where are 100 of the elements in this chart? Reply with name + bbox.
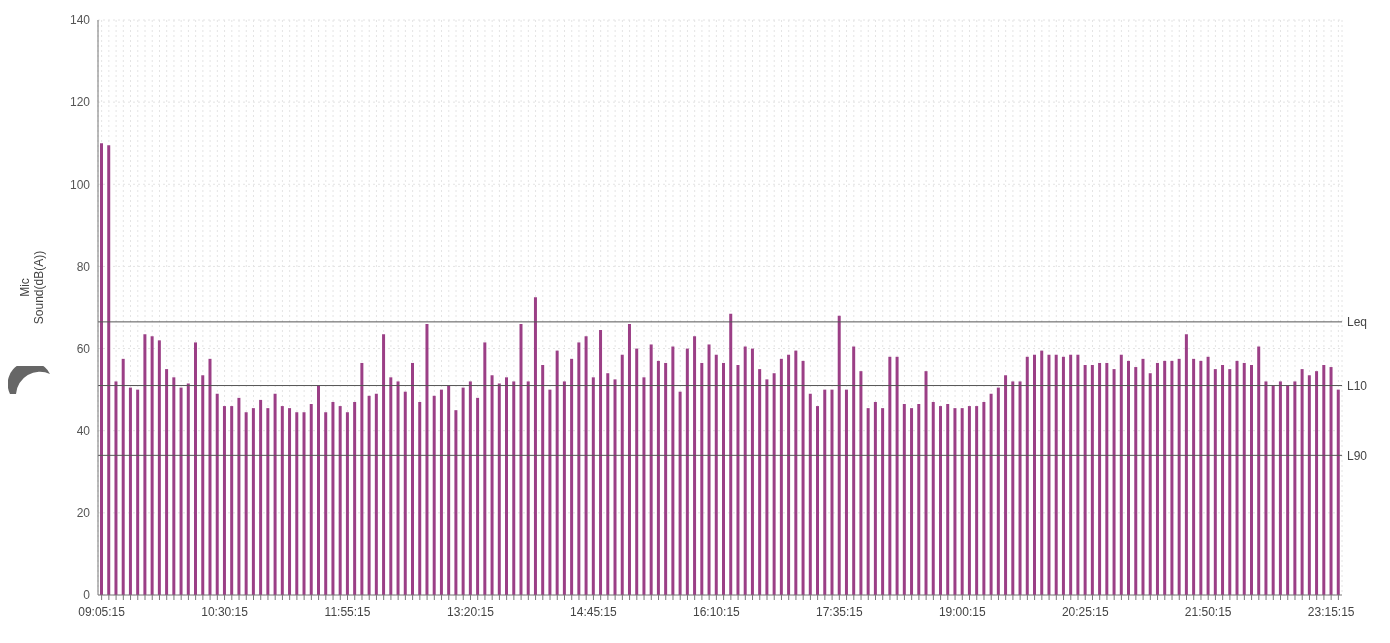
bar [1061, 356, 1065, 595]
bar [1199, 360, 1203, 595]
ref-line-label: L10 [1347, 378, 1368, 393]
x-tick-label: 09:05:15 [78, 605, 126, 619]
bar [237, 397, 241, 595]
bar [172, 377, 176, 595]
bar [244, 412, 248, 595]
bar [1083, 365, 1087, 595]
bar [635, 348, 639, 595]
bar [461, 387, 465, 595]
bar [107, 145, 111, 595]
bar [389, 377, 393, 595]
x-tick-label: 17:35:15 [815, 605, 864, 619]
bar [128, 387, 132, 595]
bar [1184, 334, 1188, 595]
bar [1177, 358, 1181, 595]
bar [982, 401, 986, 595]
bar [823, 389, 827, 595]
bar [100, 143, 103, 595]
bar [1278, 381, 1282, 595]
bar [707, 344, 711, 595]
bar [656, 360, 660, 595]
bar [418, 401, 422, 595]
bar [519, 323, 523, 595]
bar [1249, 365, 1253, 595]
y-tick-label: 120 [69, 95, 91, 110]
bar [1127, 360, 1131, 595]
bar [953, 408, 957, 595]
bar [295, 412, 299, 595]
bar [1235, 360, 1239, 595]
y-tick-label: 140 [69, 13, 91, 28]
bar [1213, 369, 1217, 595]
bar [678, 391, 682, 595]
bar [837, 315, 841, 595]
bar [1170, 360, 1174, 595]
bar [924, 371, 928, 595]
bar [1336, 389, 1340, 595]
bar [1098, 362, 1102, 595]
x-tick-label: 10:30:15 [201, 605, 249, 619]
bar [331, 401, 335, 595]
bar [613, 379, 617, 595]
bar [1286, 385, 1290, 595]
bar [794, 350, 798, 595]
bar [931, 401, 935, 595]
bar [938, 406, 942, 595]
bar [439, 389, 443, 595]
bar [143, 334, 147, 595]
bar [1069, 354, 1073, 595]
bar [1018, 381, 1022, 595]
bar [411, 362, 414, 595]
y-tick-label: 60 [76, 341, 91, 356]
bar [403, 391, 407, 595]
bar [1011, 381, 1015, 595]
bar [497, 383, 501, 595]
bar [360, 362, 364, 595]
x-tick-label: 19:00:15 [938, 605, 986, 619]
bar [353, 401, 357, 595]
bar [808, 393, 812, 595]
bar [1004, 375, 1008, 595]
x-tick-label: 11:55:15 [324, 605, 371, 619]
bar [548, 389, 552, 595]
bar [121, 358, 125, 595]
bar [779, 358, 783, 595]
bar [316, 385, 320, 595]
bar [136, 389, 140, 595]
bar [483, 342, 487, 595]
bar [432, 395, 436, 595]
bar [186, 383, 190, 595]
bar [996, 387, 1000, 595]
bar [194, 342, 198, 595]
bar [1322, 365, 1326, 595]
bar [490, 375, 494, 595]
bar [201, 375, 205, 595]
bar [772, 373, 776, 595]
bar [1119, 354, 1123, 595]
bar [1155, 362, 1159, 595]
bar [179, 387, 183, 595]
bar [917, 404, 921, 595]
bar [606, 373, 610, 595]
bar [830, 389, 834, 595]
bar [989, 393, 993, 595]
bar [866, 408, 870, 595]
bar [215, 393, 219, 595]
bar [873, 401, 877, 595]
bar [288, 408, 292, 595]
bar [627, 323, 631, 595]
bar [505, 377, 509, 595]
bar [1105, 362, 1109, 595]
bar [1192, 358, 1196, 595]
bar [881, 408, 885, 595]
bar [222, 406, 226, 595]
bar [382, 334, 386, 595]
bar [251, 408, 255, 595]
y-tick-label: 40 [76, 423, 91, 438]
bar [577, 342, 581, 595]
bar [1271, 385, 1275, 595]
bar [736, 365, 740, 595]
bar [1264, 381, 1268, 595]
bar [685, 348, 689, 595]
x-tick-label: 23:15:15 [1307, 605, 1355, 619]
